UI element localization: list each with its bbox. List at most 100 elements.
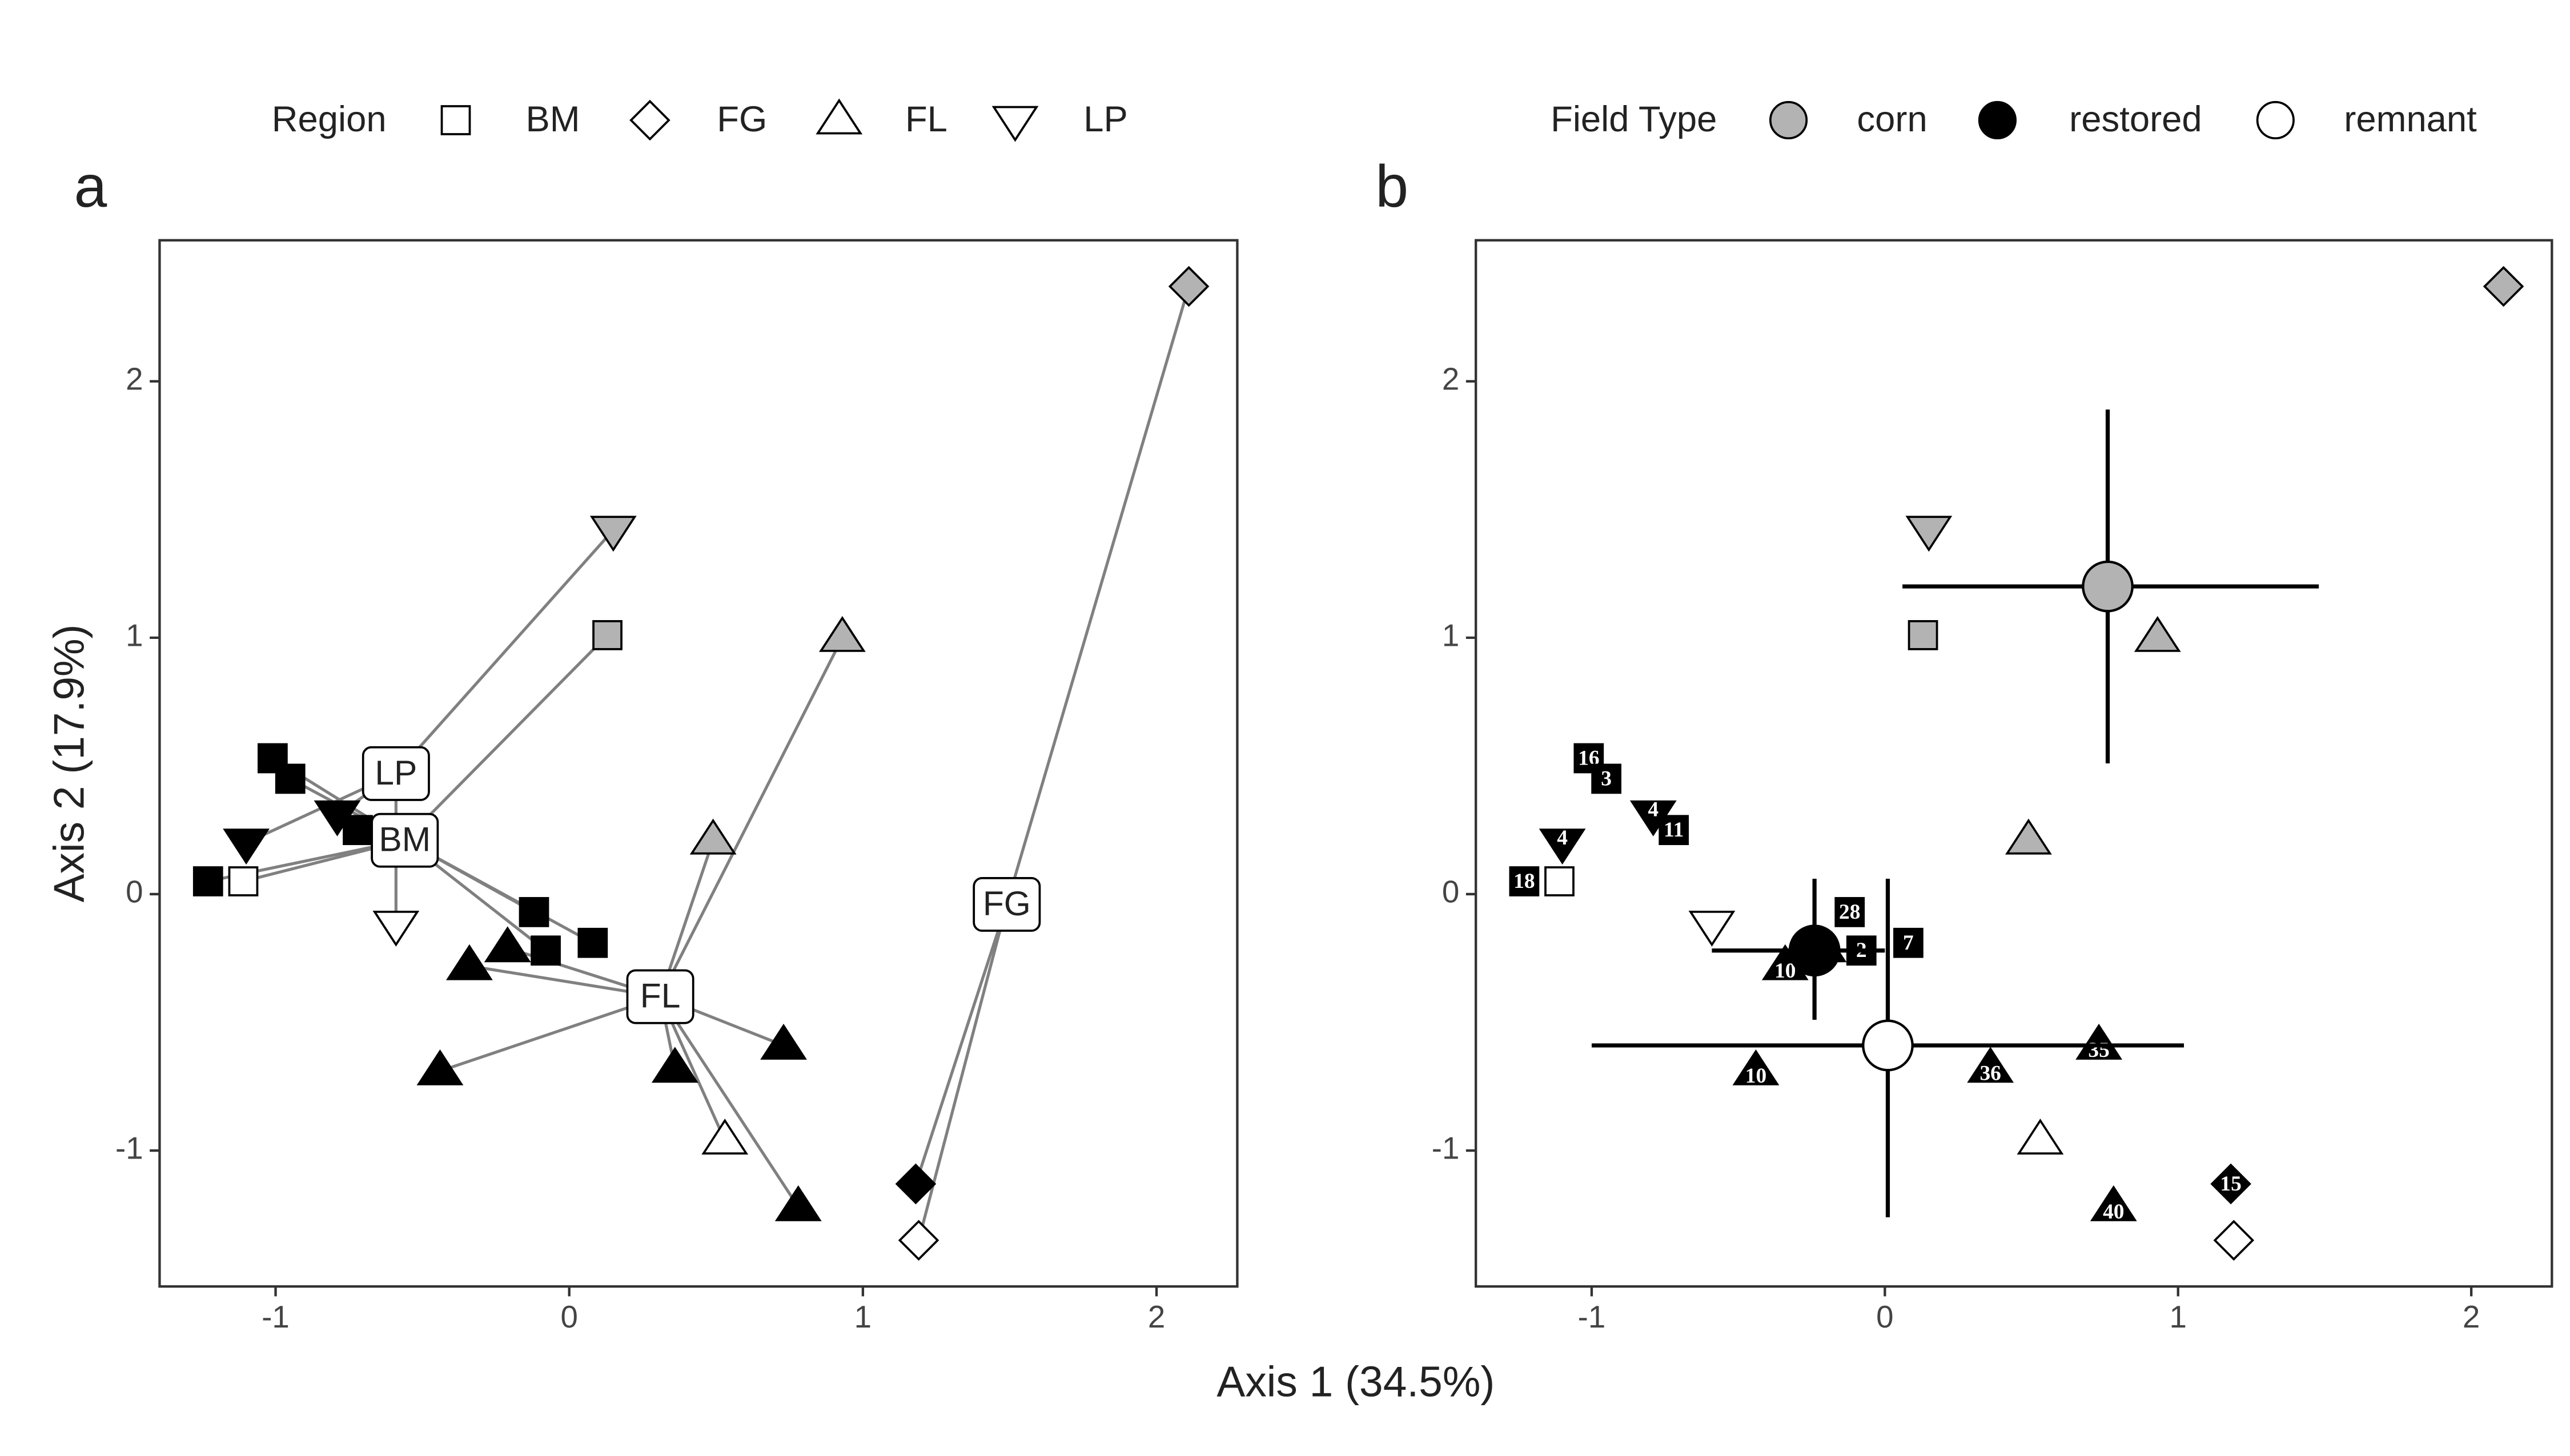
point-label: 7	[1903, 931, 1914, 955]
point	[577, 927, 608, 958]
point	[760, 1023, 807, 1060]
y-tick-label: -1	[1432, 1131, 1460, 1166]
point	[2005, 818, 2052, 855]
point	[774, 1185, 822, 1221]
point	[2017, 1119, 2064, 1155]
point	[192, 866, 223, 896]
point	[1659, 815, 1689, 846]
point	[1591, 763, 1622, 794]
spoke	[439, 995, 661, 1073]
point-label: 15	[2220, 1172, 2241, 1196]
legend-marker	[440, 105, 471, 135]
point	[275, 763, 306, 794]
spoke	[1005, 285, 1191, 905]
y-axis-title: Axis 2 (17.9%)	[45, 624, 93, 902]
point	[1544, 866, 1575, 896]
point-label: 4	[1648, 798, 1659, 822]
point	[898, 1220, 939, 1261]
legend-label: FG	[717, 99, 767, 139]
point-label: 3	[1601, 767, 1612, 790]
point	[372, 910, 420, 947]
y-tick-label: 2	[126, 361, 143, 396]
legend-title: Region	[272, 99, 387, 139]
y-tick-label: 1	[126, 617, 143, 653]
point	[1629, 800, 1677, 836]
legend-marker	[2256, 100, 2295, 140]
x-tick-label: -1	[1578, 1299, 1606, 1334]
point	[1732, 1049, 1780, 1085]
point-label: 35	[2088, 1039, 2109, 1062]
y-tick-label: 0	[1442, 874, 1459, 909]
point	[228, 866, 259, 896]
point-label: 4	[1557, 826, 1568, 850]
x-tick-label: 1	[2170, 1299, 2187, 1334]
legend-label: BM	[525, 99, 580, 139]
point-label: 36	[1979, 1061, 2001, 1085]
point	[689, 818, 737, 855]
y-tick-label: -1	[115, 1131, 143, 1166]
panel-label: a	[74, 153, 107, 219]
x-tick-label: 0	[560, 1299, 577, 1334]
x-tick-label: 2	[2463, 1299, 2480, 1334]
point	[2483, 266, 2524, 307]
spoke	[917, 904, 1009, 1241]
legend-label: corn	[1857, 99, 1927, 139]
legend-marker	[1978, 100, 2017, 140]
legend-marker	[816, 98, 863, 135]
legend-marker	[991, 106, 1039, 142]
legend-marker	[629, 99, 670, 141]
point	[1834, 897, 1865, 927]
point	[589, 516, 637, 552]
legend-title: Field Type	[1551, 99, 1717, 139]
x-axis-title: Axis 1 (34.5%)	[1216, 1358, 1495, 1406]
centroid-box	[973, 876, 1041, 932]
point-label: 11	[1664, 818, 1684, 842]
point	[895, 1163, 937, 1205]
spoke	[403, 634, 609, 842]
point	[314, 800, 361, 836]
point-label: 40	[2103, 1200, 2124, 1224]
point	[445, 944, 493, 980]
point	[1688, 910, 1736, 947]
point	[1539, 828, 1586, 865]
point	[1967, 1047, 2014, 1083]
point	[2213, 1220, 2255, 1261]
centroid-label: LP	[375, 753, 417, 792]
x-tick-label: 2	[1148, 1299, 1165, 1334]
legend-label: LP	[1083, 99, 1128, 139]
x-tick-label: -1	[262, 1299, 290, 1334]
point	[519, 897, 549, 927]
point	[1905, 516, 1953, 552]
centroid	[1862, 1019, 1914, 1072]
point	[1509, 866, 1540, 896]
centroid-label: FG	[983, 884, 1031, 923]
point	[484, 926, 531, 963]
point-label: 18	[1513, 870, 1535, 893]
point	[416, 1049, 464, 1085]
panel-label: b	[1375, 153, 1408, 219]
point	[651, 1047, 698, 1083]
point	[343, 815, 373, 846]
legend-label: FL	[905, 99, 947, 139]
plot-frame	[158, 239, 1239, 1288]
x-tick-label: 0	[1876, 1299, 1893, 1334]
point	[2210, 1163, 2251, 1205]
point-label: 10	[1745, 1064, 1766, 1088]
centroid-box	[371, 813, 439, 868]
point-label: 28	[1839, 900, 1860, 924]
plot-frame	[1475, 239, 2553, 1288]
point	[592, 620, 623, 650]
point	[818, 616, 866, 652]
y-tick-label: 2	[1442, 361, 1459, 396]
centroid	[2082, 560, 2134, 613]
point	[701, 1119, 749, 1155]
centroid-box	[362, 746, 430, 801]
point	[531, 935, 561, 966]
y-tick-label: 0	[126, 874, 143, 909]
point	[2090, 1185, 2137, 1221]
spoke	[914, 904, 1009, 1185]
centroid-label: FL	[640, 976, 681, 1015]
point	[2075, 1023, 2123, 1060]
